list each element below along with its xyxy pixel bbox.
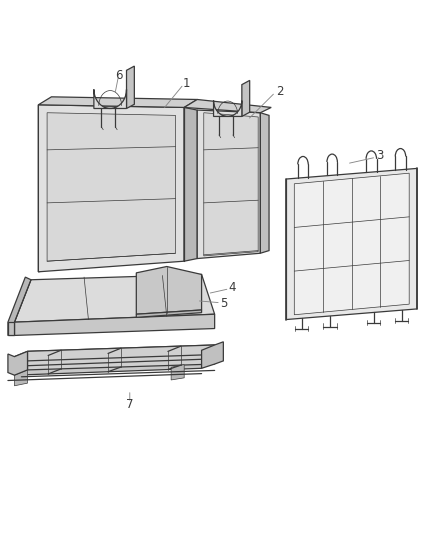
Polygon shape [14,345,215,357]
Polygon shape [8,277,31,335]
Polygon shape [94,90,127,109]
Text: 2: 2 [276,85,284,98]
Polygon shape [39,97,197,108]
Text: 7: 7 [126,398,134,411]
Polygon shape [184,108,197,261]
Polygon shape [14,350,201,375]
Polygon shape [14,370,28,386]
Polygon shape [39,105,51,272]
Text: 1: 1 [183,77,190,90]
Polygon shape [242,80,250,116]
Polygon shape [294,173,409,315]
Polygon shape [171,365,184,380]
Polygon shape [28,345,215,370]
Polygon shape [47,113,176,261]
Polygon shape [286,168,417,319]
Polygon shape [214,101,242,116]
Polygon shape [204,113,258,256]
Polygon shape [260,113,269,253]
Polygon shape [136,310,201,317]
Polygon shape [14,314,215,335]
Text: 6: 6 [115,69,123,82]
Polygon shape [8,351,28,375]
Polygon shape [197,110,260,259]
Polygon shape [8,322,14,335]
Polygon shape [201,342,223,368]
Polygon shape [127,66,134,109]
Text: 3: 3 [376,149,384,161]
Text: 5: 5 [220,297,227,310]
Polygon shape [184,100,271,113]
Polygon shape [39,105,184,272]
Polygon shape [14,274,215,322]
Text: 4: 4 [228,281,236,294]
Polygon shape [136,266,201,314]
